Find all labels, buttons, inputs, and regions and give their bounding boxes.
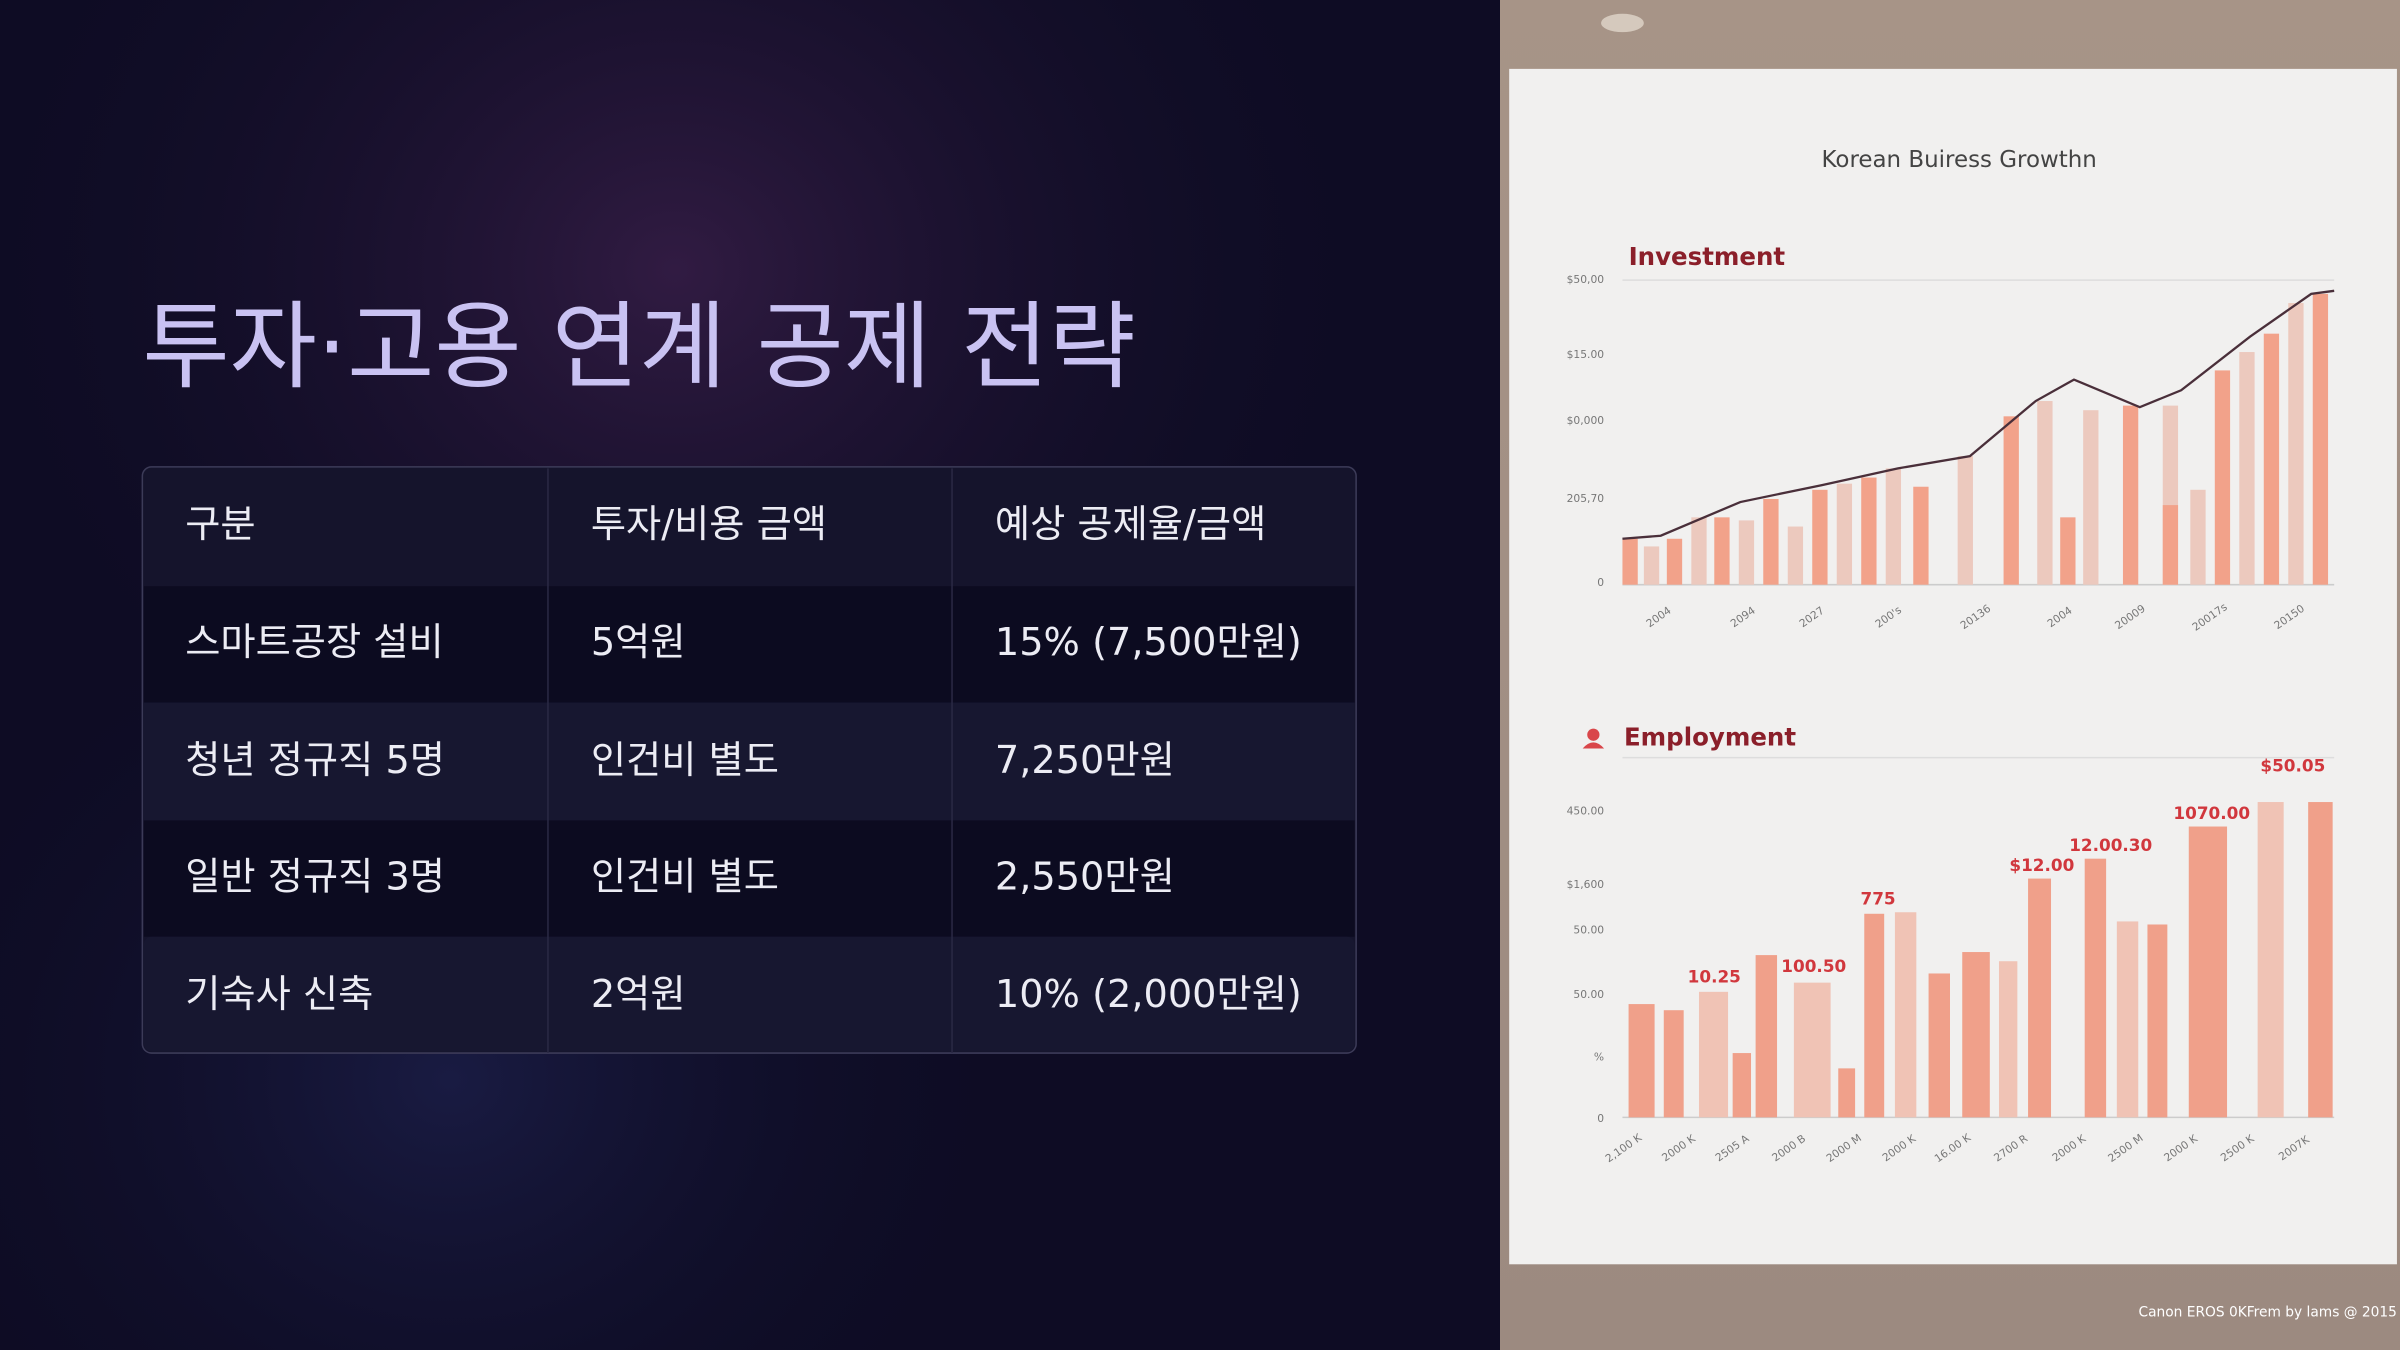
icon xyxy=(1582,742,1605,749)
poster-y-label: 205,70 xyxy=(1567,492,1605,505)
photo-bar xyxy=(2308,802,2333,1118)
photo-bar xyxy=(2003,416,2019,585)
chart-title: Investment xyxy=(1629,242,1786,271)
photo-bar xyxy=(2257,802,2284,1118)
table-cell: 2,550만원 xyxy=(995,854,1175,899)
table-cell: 기숙사 신축 xyxy=(185,972,373,1017)
row-bg xyxy=(143,586,1355,703)
bars xyxy=(1622,293,2329,585)
photo-bar xyxy=(1957,456,1973,585)
photo-caption: Canon EROS 0KFrem by lams @ 2015 xyxy=(2138,1304,2396,1320)
photo-bar xyxy=(1643,546,1660,585)
photo-bar xyxy=(1793,982,1831,1118)
photo-bar xyxy=(2190,489,2206,585)
photo-bar xyxy=(1894,912,1917,1118)
photo-bar xyxy=(1666,538,1683,585)
table-cell: 청년 정규직 5명 xyxy=(185,738,445,783)
poster-y-label: % xyxy=(1594,1051,1604,1064)
poster-title: Korean Buiress Growthn xyxy=(1822,147,2097,173)
photo-bar xyxy=(2288,303,2304,585)
poster-y-label: $1,600 xyxy=(1567,878,1605,891)
photo-bar xyxy=(1628,1004,1655,1118)
photo-bar xyxy=(1663,1010,1684,1118)
poster-value-label: 10.25 xyxy=(1688,967,1741,987)
row-bg xyxy=(143,702,1355,821)
photo-bar xyxy=(1763,498,1779,585)
table-cell: 인건비 별도 xyxy=(591,854,779,899)
poster-y-label: 0 xyxy=(1597,576,1604,589)
table-cell: 5억원 xyxy=(591,620,686,665)
photo-bar xyxy=(2084,858,2107,1118)
poster-y-label: $50,00 xyxy=(1567,273,1605,286)
photo-bar xyxy=(1861,477,1877,585)
poster-y-label: 50.00 xyxy=(1573,988,1604,1001)
icon xyxy=(1587,728,1600,741)
poster-value-label: 1070.00 xyxy=(2173,803,2250,823)
table-cell: 스마트공장 설비 xyxy=(185,620,444,665)
photo-bar xyxy=(1755,955,1778,1118)
photo-bar xyxy=(1622,538,1638,585)
slide-title: 투자·고용 연계 공제 전략 xyxy=(142,293,1135,403)
row-bg xyxy=(143,820,1355,937)
poster-value-label: 775 xyxy=(1860,889,1895,909)
photo-bar xyxy=(1691,517,1707,585)
poster-value-label: $50.05 xyxy=(2260,755,2325,775)
photo-bar xyxy=(2239,352,2255,585)
poster-y-label: 0 xyxy=(1597,1112,1604,1125)
photo-bar xyxy=(1836,483,1853,585)
photo-bar xyxy=(1913,486,1929,585)
table-cell: 10% (2,000만원) xyxy=(995,972,1302,1017)
photo-bar xyxy=(2147,924,2168,1118)
photo-bar xyxy=(1812,489,1828,585)
photo-bar xyxy=(1738,520,1755,585)
photo-bar xyxy=(1962,952,1990,1118)
photo-bar xyxy=(2060,517,2076,585)
photo-bar xyxy=(2214,370,2231,585)
photo-bar xyxy=(1787,526,1804,585)
table-cell: 인건비 별도 xyxy=(591,738,779,783)
photo-bar xyxy=(2028,878,2052,1118)
table-cell: 15% (7,500만원) xyxy=(995,620,1302,665)
photo-bar xyxy=(2122,405,2139,585)
photo-bar xyxy=(2116,921,2139,1118)
trend-line xyxy=(1622,289,2335,540)
photo-bar xyxy=(1698,991,1729,1118)
poster-y-label: $15.00 xyxy=(1567,348,1605,361)
header-cell: 예상 공제율/금액 xyxy=(995,502,1266,547)
poster-y-label: 50.00 xyxy=(1573,924,1604,937)
photo-bar xyxy=(1998,961,2018,1118)
table-cell: 2억원 xyxy=(591,972,686,1017)
photo-bar xyxy=(2188,826,2228,1118)
photo-bar xyxy=(1928,973,1950,1118)
photo-bar xyxy=(1838,1068,1856,1118)
table xyxy=(141,466,1357,1054)
row-bg xyxy=(143,936,1355,1052)
photo-bar xyxy=(2312,293,2329,585)
photo-bar xyxy=(1885,468,1902,585)
poster-y-label: $0,000 xyxy=(1567,414,1605,427)
poster-value-label: 100.50 xyxy=(1781,956,1846,976)
photo-bar xyxy=(2263,333,2280,585)
poster-value-label: 12.00.30 xyxy=(2069,835,2152,855)
table-cell: 일반 정규직 3명 xyxy=(185,854,445,899)
table-cell: 7,250만원 xyxy=(995,738,1175,783)
photo-bar xyxy=(2162,505,2179,585)
bars xyxy=(1628,802,2333,1118)
photo-bar xyxy=(1732,1053,1752,1118)
poster-value-label: $12.00 xyxy=(2009,855,2074,875)
photo-bar xyxy=(2037,401,2053,585)
photo-bar xyxy=(1714,517,1730,585)
header-cell: 투자/비용 금액 xyxy=(591,502,827,547)
photo-bar xyxy=(2083,410,2099,585)
photo-bar xyxy=(1864,913,1885,1118)
header-cell: 구분 xyxy=(185,502,255,547)
light xyxy=(1601,13,1644,33)
poster xyxy=(1509,68,2397,1265)
chart-title: Employment xyxy=(1624,722,1796,751)
poster-y-label: 450.00 xyxy=(1567,804,1605,817)
